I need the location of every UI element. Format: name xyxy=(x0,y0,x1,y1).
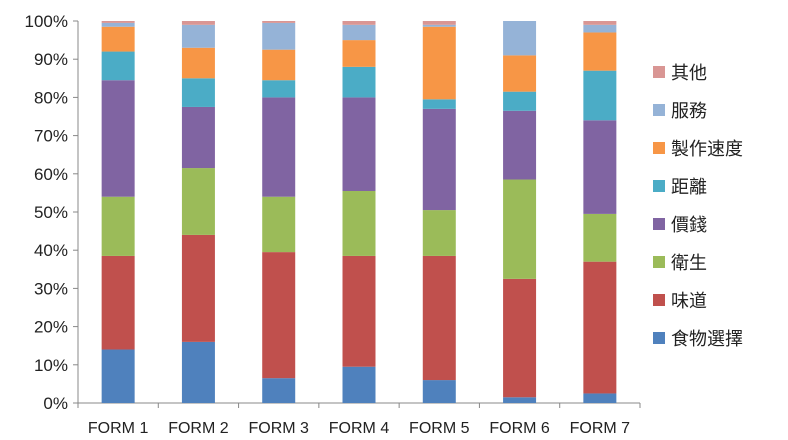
bar-segment-4-3 xyxy=(342,190,376,256)
bar-segment-1-4 xyxy=(101,80,135,197)
bar-segment-2-7 xyxy=(181,24,215,48)
y-tick-label: 60% xyxy=(34,165,68,184)
y-tick-label: 90% xyxy=(34,50,68,69)
x-category-label: FORM 3 xyxy=(248,420,309,437)
legend-label: 服務 xyxy=(671,101,707,122)
bar-segment-1-3 xyxy=(101,196,135,256)
bar-segment-1-8 xyxy=(101,21,135,23)
legend-swatch xyxy=(653,332,665,344)
bar-segment-7-6 xyxy=(583,32,617,71)
bar-segment-1-5 xyxy=(101,51,135,81)
bar-segment-1-6 xyxy=(101,26,135,52)
bar-segment-3-4 xyxy=(262,97,296,197)
bar-segment-6-3 xyxy=(503,179,537,279)
bar-segment-7-5 xyxy=(583,70,617,121)
legend-label: 其他 xyxy=(671,63,707,84)
legend-label: 距離 xyxy=(671,177,707,198)
legend-label: 製作速度 xyxy=(671,139,743,160)
bars xyxy=(101,21,617,403)
bar-segment-3-5 xyxy=(262,80,296,98)
bar-segment-1-2 xyxy=(101,255,135,350)
x-category-label: FORM 5 xyxy=(409,420,470,437)
bar-segment-5-7 xyxy=(422,24,456,27)
bar-segment-4-1 xyxy=(342,366,376,403)
bar-segment-7-1 xyxy=(583,393,617,403)
bar-segment-6-7 xyxy=(503,21,537,56)
x-category-label: FORM 7 xyxy=(570,420,631,437)
bar-segment-6-4 xyxy=(503,110,537,180)
bar-segment-4-4 xyxy=(342,97,376,191)
x-axis-category-labels: FORM 1 FORM 2 FORM 3 FORM 4 FORM 5 FORM 6 FORM… xyxy=(88,420,630,437)
bar-segment-4-8 xyxy=(342,21,376,25)
legend-swatch xyxy=(653,104,665,116)
y-tick-label: 10% xyxy=(34,356,68,375)
bar-segment-7-2 xyxy=(583,261,617,394)
legend-swatch xyxy=(653,218,665,230)
bar-segment-2-6 xyxy=(181,47,215,79)
bar-segment-5-5 xyxy=(422,99,456,109)
bar-segment-4-7 xyxy=(342,24,376,41)
legend-label: 食物選擇 xyxy=(671,329,743,350)
x-category-label: FORM 6 xyxy=(489,420,550,437)
bar-segment-4-5 xyxy=(342,66,376,98)
bar-segment-5-3 xyxy=(422,210,456,256)
legend-swatch xyxy=(653,180,665,192)
bar-segment-7-4 xyxy=(583,120,617,214)
bar-segment-2-3 xyxy=(181,168,215,235)
bar-segment-2-2 xyxy=(181,234,215,342)
y-tick-label: 0% xyxy=(43,394,68,413)
legend-swatch xyxy=(653,294,665,306)
bar-segment-2-4 xyxy=(181,106,215,169)
x-category-label: FORM 1 xyxy=(88,420,149,437)
legend-label: 價錢 xyxy=(671,215,707,236)
bar-segment-2-5 xyxy=(181,78,215,107)
y-tick-label: 70% xyxy=(34,127,68,146)
bar-segment-6-5 xyxy=(503,91,537,111)
y-tick-label: 40% xyxy=(34,241,68,260)
bar-segment-5-2 xyxy=(422,255,456,381)
y-tick-label: 80% xyxy=(34,88,68,107)
legend-label: 衛生 xyxy=(671,253,707,274)
legend-swatch xyxy=(653,142,665,154)
bar-segment-2-1 xyxy=(181,341,215,403)
legend-swatch xyxy=(653,66,665,78)
bar-segment-3-1 xyxy=(262,378,296,403)
bar-segment-5-6 xyxy=(422,26,456,100)
y-axis-tick-labels: 0% 10% 20% 30% 40% 50% 60% 70% 80% 90% 100% xyxy=(25,12,68,413)
bar-segment-3-7 xyxy=(262,22,296,50)
legend-swatch xyxy=(653,256,665,268)
bar-segment-3-6 xyxy=(262,49,296,81)
y-tick-label: 100% xyxy=(25,12,68,31)
x-category-label: FORM 2 xyxy=(168,420,229,437)
y-tick-label: 30% xyxy=(34,279,68,298)
bar-segment-3-2 xyxy=(262,252,296,379)
bar-segment-5-8 xyxy=(422,21,456,25)
bar-segment-5-4 xyxy=(422,108,456,211)
y-tick-label: 50% xyxy=(34,203,68,222)
x-category-label: FORM 4 xyxy=(329,420,390,437)
axes xyxy=(73,20,641,408)
bar-segment-4-2 xyxy=(342,255,376,367)
bar-segment-4-6 xyxy=(342,40,376,67)
bar-segment-7-7 xyxy=(583,24,617,33)
bar-segment-1-7 xyxy=(101,22,135,27)
legend-label: 味道 xyxy=(671,291,707,312)
bar-segment-3-3 xyxy=(262,196,296,253)
bar-segment-7-3 xyxy=(583,213,617,262)
bar-segment-1-1 xyxy=(101,349,135,403)
bar-segment-5-1 xyxy=(422,380,456,403)
bar-segment-6-1 xyxy=(503,397,537,403)
bar-segment-3-8 xyxy=(262,21,296,23)
bar-segment-6-6 xyxy=(503,55,537,92)
bar-segment-7-8 xyxy=(583,21,617,25)
bar-segment-6-2 xyxy=(503,278,537,398)
y-tick-label: 20% xyxy=(34,318,68,337)
bar-segment-2-8 xyxy=(181,21,215,25)
